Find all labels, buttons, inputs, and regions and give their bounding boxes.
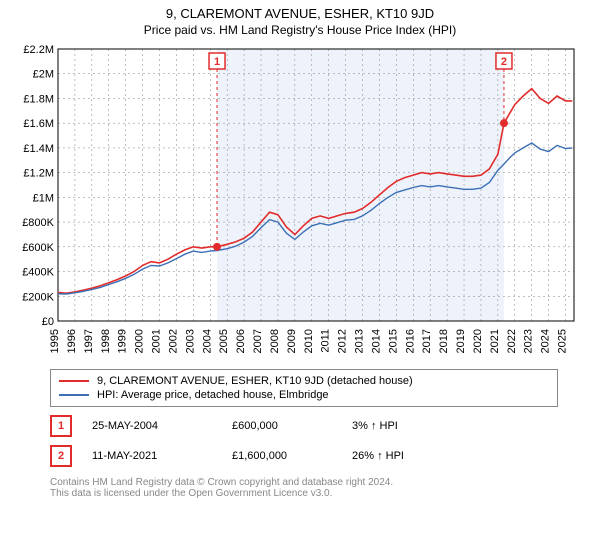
sale-price: £1,600,000 [232,450,332,462]
xtick-label: 2018 [438,329,450,353]
xtick-label: 2015 [387,329,399,353]
sale-price: £600,000 [232,420,332,432]
xtick-label: 1999 [117,329,129,353]
xtick-label: 2022 [506,329,518,353]
marker-dot [213,243,221,251]
xtick-label: 1996 [66,329,78,353]
sale-date: 11-MAY-2021 [92,450,212,462]
sale-marker: 1 [50,415,72,437]
xtick-label: 2008 [269,329,281,353]
legend-item: 9, CLAREMONT AVENUE, ESHER, KT10 9JD (de… [59,374,549,388]
xtick-label: 2004 [201,329,213,353]
sale-row: 1 25-MAY-2004 £600,000 3% ↑ HPI [50,415,600,437]
xtick-label: 2014 [370,329,382,353]
sale-date: 25-MAY-2004 [92,420,212,432]
ytick-label: £800K [22,217,54,229]
ytick-label: £400K [22,267,54,279]
xtick-label: 2021 [489,329,501,353]
marker-label: 1 [214,56,220,68]
xtick-label: 2005 [218,329,230,353]
ytick-label: £0 [42,316,54,328]
ytick-label: £2M [33,69,54,81]
legend-label: HPI: Average price, detached house, Elmb… [97,389,329,401]
attribution-line2: This data is licensed under the Open Gov… [50,488,600,499]
xtick-label: 2007 [252,329,264,353]
xtick-label: 2025 [557,329,569,353]
xtick-label: 2006 [235,329,247,353]
chart-container: 9, CLAREMONT AVENUE, ESHER, KT10 9JD Pri… [0,0,600,560]
attribution: Contains HM Land Registry data © Crown c… [50,477,600,499]
xtick-label: 2019 [455,329,467,353]
legend-swatch [59,394,89,396]
xtick-label: 1997 [83,329,95,353]
marker-dot [500,119,508,127]
marker-label: 2 [501,56,507,68]
xtick-label: 2023 [523,329,535,353]
xtick-label: 2017 [421,329,433,353]
xtick-label: 1995 [49,329,61,353]
xtick-label: 2009 [286,329,298,353]
xtick-label: 2003 [184,329,196,353]
chart-subtitle: Price paid vs. HM Land Registry's House … [0,21,600,41]
legend-label: 9, CLAREMONT AVENUE, ESHER, KT10 9JD (de… [97,375,413,387]
line-chart-svg: £0 £200K £400K £600K £800K £1M £1.2M £1.4M £1.6M… [10,41,590,361]
sales-list: 1 25-MAY-2004 £600,000 3% ↑ HPI 2 11-MAY-2021… [0,415,600,467]
xtick-label: 2001 [151,329,163,353]
chart-area: £0 £200K £400K £600K £800K £1M £1.2M £1.4M £1.6M… [10,41,590,361]
ytick-label: £2.2M [23,44,54,56]
ytick-label: £600K [22,242,54,254]
ytick-label: £1.6M [23,118,54,130]
xtick-label: 2013 [354,329,366,353]
xtick-label: 2016 [404,329,416,353]
sale-pct: 26% ↑ HPI [352,450,452,462]
legend-swatch [59,380,89,382]
sale-pct: 3% ↑ HPI [352,420,452,432]
xtick-label: 2011 [320,329,332,353]
chart-title: 9, CLAREMONT AVENUE, ESHER, KT10 9JD [0,0,600,21]
ytick-label: £200K [22,291,54,303]
ytick-label: £1M [33,192,54,204]
sale-marker: 2 [50,445,72,467]
ytick-label: £1.2M [23,168,54,180]
xtick-label: 2020 [472,329,484,353]
xtick-label: 2024 [540,329,552,353]
xtick-label: 1998 [100,329,112,353]
legend-box: 9, CLAREMONT AVENUE, ESHER, KT10 9JD (de… [50,369,558,407]
attribution-line1: Contains HM Land Registry data © Crown c… [50,477,600,488]
xtick-label: 2002 [167,329,179,353]
ytick-label: £1.4M [23,143,54,155]
ytick-label: £1.8M [23,93,54,105]
sale-row: 2 11-MAY-2021 £1,600,000 26% ↑ HPI [50,445,600,467]
xtick-label: 2012 [337,329,349,353]
legend-item: HPI: Average price, detached house, Elmb… [59,388,549,402]
xtick-label: 2000 [134,329,146,353]
shade-band [217,49,504,321]
xtick-label: 2010 [303,329,315,353]
